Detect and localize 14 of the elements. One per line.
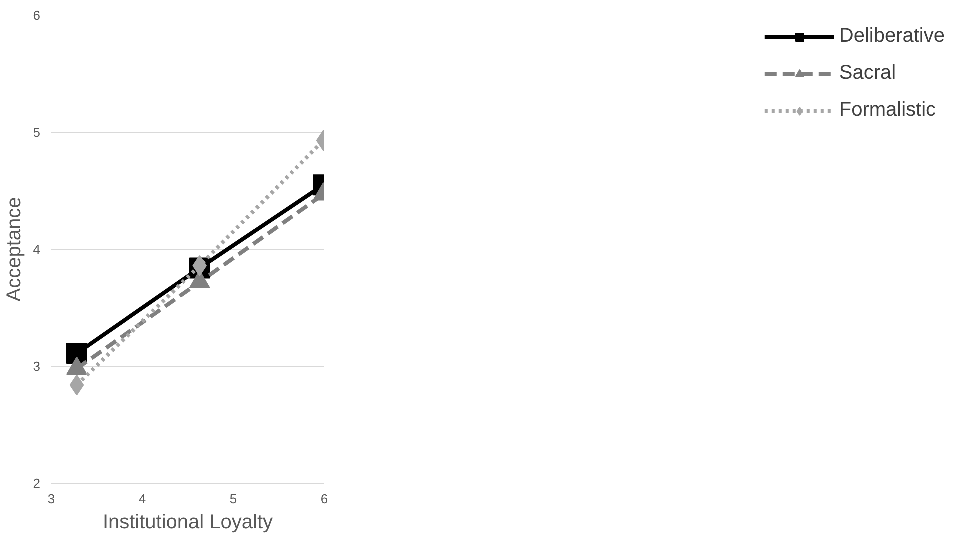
legend-label: Deliberative: [839, 25, 945, 48]
y-tick-label: 3: [33, 359, 41, 374]
legend-label: Sacral: [839, 62, 896, 85]
y-tick-label: 2: [33, 476, 41, 491]
y-tick-label: 6: [33, 8, 41, 23]
y-tick-label: 4: [33, 242, 41, 257]
x-tick-label: 3: [48, 492, 56, 506]
y-axis-title: Acceptance: [3, 197, 26, 302]
legend-label: Formalistic: [839, 99, 936, 122]
x-axis-title: Institutional Loyalty: [102, 512, 274, 534]
x-tick-label: 6: [320, 492, 328, 506]
y-tick-label: 5: [33, 125, 41, 140]
x-tick-label: 5: [230, 492, 238, 506]
x-tick-label: 4: [138, 492, 146, 506]
